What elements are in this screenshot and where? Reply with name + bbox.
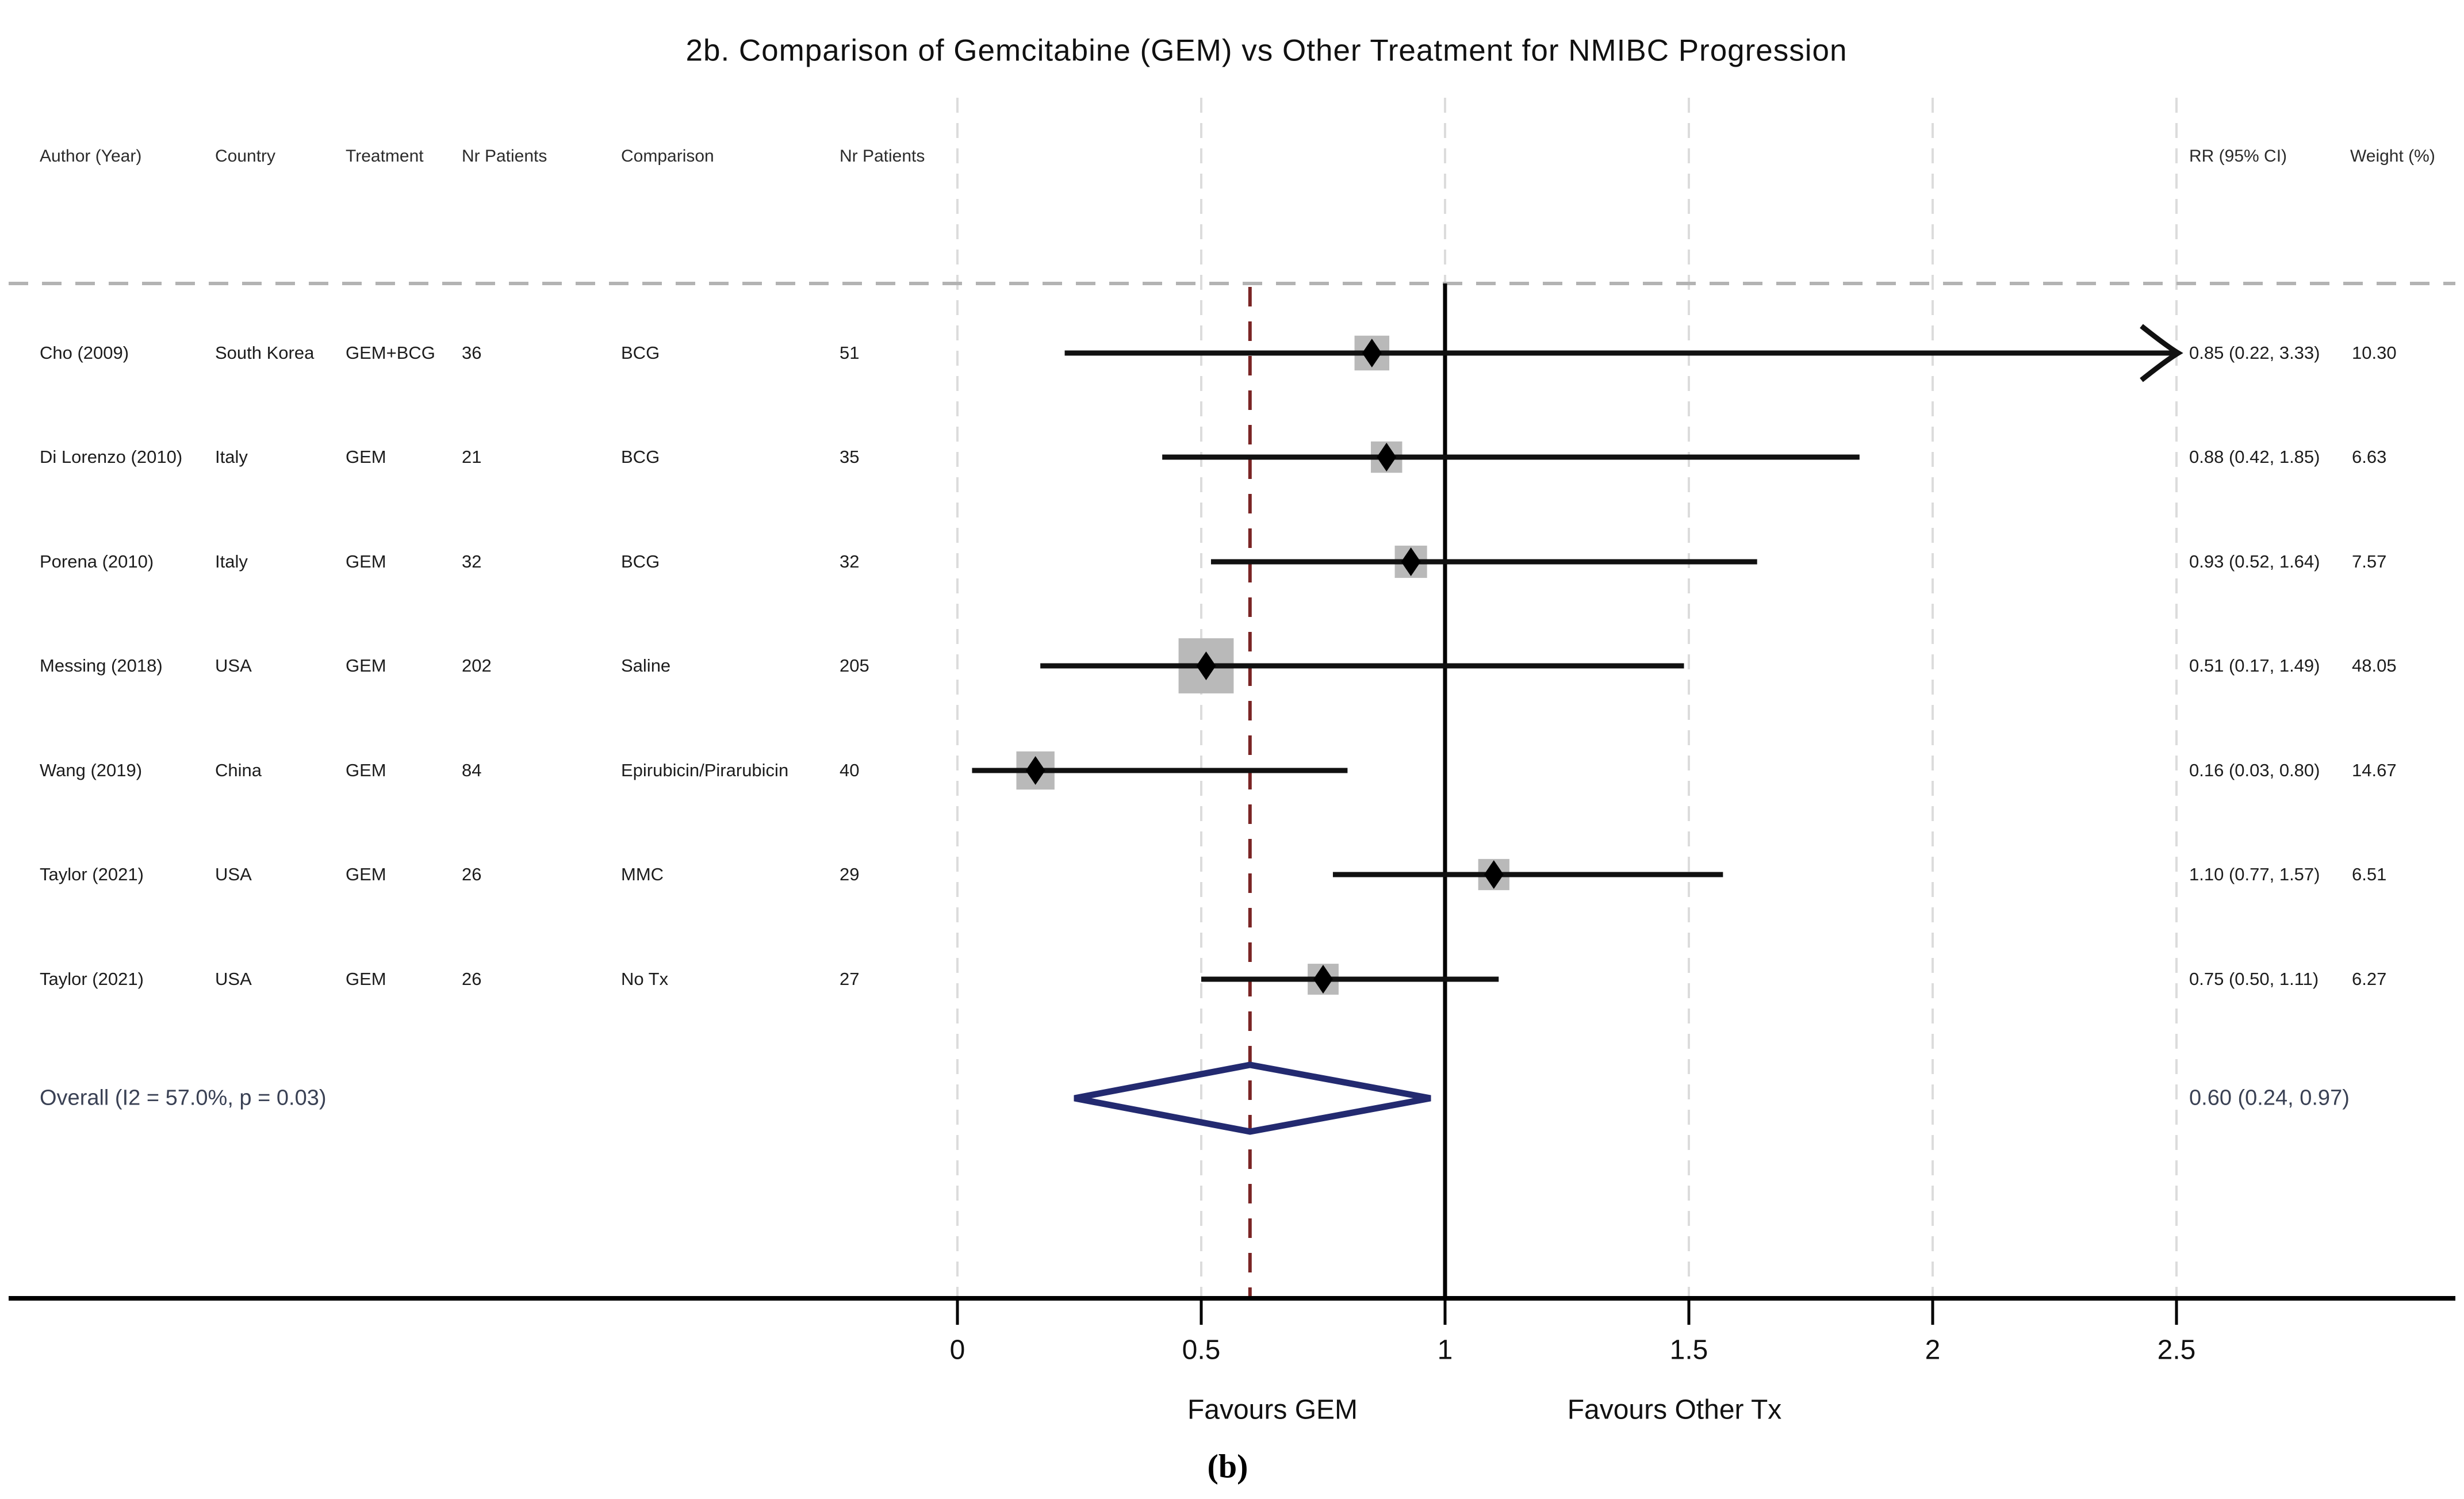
study-n-treatment: 26 [462, 969, 482, 989]
study-n-comparison: 27 [840, 969, 860, 989]
x-tick-label: 0 [949, 1335, 965, 1366]
study-weight: 48.05 [2352, 655, 2397, 676]
column-header-weight: Weight (%) [2350, 147, 2435, 166]
study-n-treatment: 36 [462, 343, 482, 363]
study-comparison: BCG [621, 343, 660, 363]
point-estimate-marker [1196, 651, 1216, 680]
study-comparison: No Tx [621, 969, 669, 989]
figure-title: 2b. Comparison of Gemcitabine (GEM) vs O… [685, 33, 1848, 68]
column-header-author: Author (Year) [40, 147, 142, 166]
study-author: Messing (2018) [40, 655, 163, 676]
study-n-comparison: 205 [840, 655, 869, 676]
x-tick-label: 1.5 [1669, 1335, 1708, 1366]
overall-rr-text: 0.60 (0.24, 0.97) [2189, 1086, 2350, 1110]
study-author: Porena (2010) [40, 551, 154, 572]
study-weight: 7.57 [2352, 551, 2387, 572]
study-n-treatment: 21 [462, 447, 482, 467]
study-author: Taylor (2021) [40, 864, 144, 884]
study-n-treatment: 26 [462, 864, 482, 884]
study-weight: 14.67 [2352, 760, 2397, 780]
column-header-country: Country [215, 147, 276, 166]
study-rr-ci: 0.51 (0.17, 1.49) [2189, 655, 2320, 676]
study-n-comparison: 51 [840, 343, 860, 363]
overall-label: Overall (I2 = 57.0%, p = 0.03) [40, 1086, 327, 1110]
point-estimate-marker [1025, 756, 1045, 785]
column-header-rr: RR (95% CI) [2189, 147, 2287, 166]
study-weight: 6.51 [2352, 864, 2387, 884]
x-tick-label: 2.5 [2157, 1335, 2196, 1366]
study-author: Di Lorenzo (2010) [40, 447, 183, 467]
study-treatment: GEM [346, 969, 386, 989]
study-country: USA [215, 655, 252, 676]
ci-arrow-right [2140, 324, 2183, 382]
study-author: Cho (2009) [40, 343, 129, 363]
study-rr-ci: 0.85 (0.22, 3.33) [2189, 343, 2320, 363]
study-treatment: GEM+BCG [346, 343, 435, 363]
study-weight: 6.63 [2352, 447, 2387, 467]
point-estimate-marker [1313, 965, 1333, 994]
study-country: USA [215, 969, 252, 989]
study-country: South Korea [215, 343, 315, 363]
column-header-n_comp: Nr Patients [840, 147, 925, 166]
study-rr-ci: 0.88 (0.42, 1.85) [2189, 447, 2320, 467]
overall-diamond [1074, 1061, 1431, 1135]
study-author: Taylor (2021) [40, 969, 144, 989]
study-n-treatment: 84 [462, 760, 482, 780]
point-estimate-marker [1484, 860, 1504, 889]
study-comparison: Saline [621, 655, 671, 676]
study-rr-ci: 0.75 (0.50, 1.11) [2189, 969, 2319, 989]
point-estimate-marker [1377, 443, 1397, 471]
study-author: Wang (2019) [40, 760, 143, 780]
column-header-comparison: Comparison [621, 147, 714, 166]
study-n-comparison: 32 [840, 551, 860, 572]
favours-left-label: Favours GEM [1187, 1394, 1358, 1425]
column-header-n_tx: Nr Patients [462, 147, 547, 166]
study-country: USA [215, 864, 252, 884]
study-comparison: BCG [621, 551, 660, 572]
study-n-treatment: 32 [462, 551, 482, 572]
study-country: Italy [215, 447, 248, 467]
study-comparison: MMC [621, 864, 664, 884]
study-treatment: GEM [346, 447, 386, 467]
point-estimate-marker [1362, 339, 1382, 367]
favours-right-label: Favours Other Tx [1567, 1394, 1782, 1425]
x-tick-label: 2 [1925, 1335, 1941, 1366]
study-country: China [215, 760, 262, 780]
study-treatment: GEM [346, 655, 386, 676]
study-n-comparison: 29 [840, 864, 860, 884]
x-tick-label: 1 [1437, 1335, 1453, 1366]
study-n-treatment: 202 [462, 655, 492, 676]
point-estimate-marker [1401, 547, 1421, 576]
x-tick-label: 0.5 [1182, 1335, 1221, 1366]
study-treatment: GEM [346, 760, 386, 780]
study-treatment: GEM [346, 551, 386, 572]
study-weight: 10.30 [2352, 343, 2397, 363]
study-rr-ci: 0.93 (0.52, 1.64) [2189, 551, 2320, 572]
panel-label: (b) [1207, 1447, 1248, 1485]
study-n-comparison: 35 [840, 447, 860, 467]
study-treatment: GEM [346, 864, 386, 884]
study-rr-ci: 1.10 (0.77, 1.57) [2189, 864, 2320, 884]
study-weight: 6.27 [2352, 969, 2387, 989]
study-n-comparison: 40 [840, 760, 860, 780]
study-comparison: Epirubicin/Pirarubicin [621, 760, 789, 780]
column-header-treatment: Treatment [346, 147, 424, 166]
study-comparison: BCG [621, 447, 660, 467]
study-rr-ci: 0.16 (0.03, 0.80) [2189, 760, 2320, 780]
study-country: Italy [215, 551, 248, 572]
